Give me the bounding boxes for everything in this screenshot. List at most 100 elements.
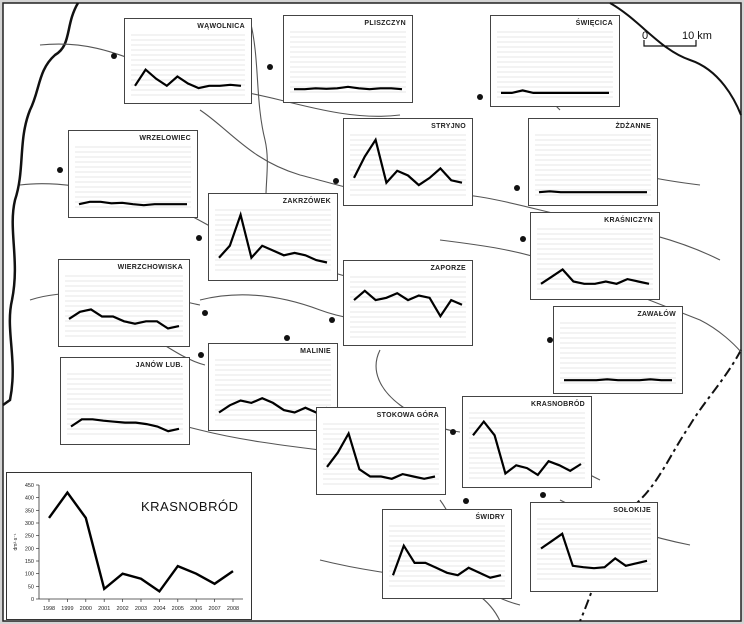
station-chart-solokije: SOŁOKIJE [530, 502, 658, 592]
area-boundary [2, 2, 80, 407]
station-title: STOKOWA GÓRA [376, 412, 439, 419]
station-title: KRAŚNICZYN [604, 217, 653, 224]
station-title: STRYJNO [431, 123, 466, 130]
station-title: WRZELOWIEC [139, 135, 191, 142]
station-title: MALINIE [300, 348, 331, 355]
x-tick-label: 2000 [80, 606, 92, 612]
scale-bar: 0 10 km [636, 28, 716, 58]
series-line [501, 89, 609, 95]
inset-chart: 0 50 100 150 200 250 300 350 400 450 1998 1999 2000 2… [6, 472, 252, 620]
station-chart-krasniczyn: KRAŚNICZYN [530, 212, 660, 300]
series-line [68, 308, 180, 330]
y-axis-label: dm³·s⁻¹ [13, 533, 19, 550]
series-line [540, 268, 650, 285]
series-line [391, 543, 502, 579]
station-chart-zawalow: ZAWAŁÓW [553, 306, 683, 394]
station-title: SOŁOKIJE [613, 507, 651, 514]
sparkline [215, 359, 331, 421]
series-line [538, 190, 647, 194]
series-line [294, 85, 403, 91]
y-tick-label: 450 [25, 483, 34, 489]
y-tick-label: 200 [25, 546, 34, 552]
x-tick-label: 2004 [153, 606, 165, 612]
x-tick-label: 2001 [98, 606, 110, 612]
station-chart-janow: JANÓW LUB. [60, 357, 190, 445]
inset-chart-title: KRASNOBRÓD [141, 499, 239, 514]
sparkline [537, 228, 653, 290]
sparkline [215, 209, 331, 271]
station-chart-zaporze: ZAPORZE [343, 260, 473, 346]
station-title: ŚWIĘCICA [575, 20, 613, 27]
x-tick-label: 2008 [227, 606, 239, 612]
y-tick-label: 400 [25, 496, 34, 502]
station-chart-pliszczyn: PLISZCZYN [283, 15, 413, 103]
station-title: ŚWIDRY [475, 514, 505, 521]
station-chart-swidry: ŚWIDRY [382, 509, 512, 599]
y-tick-label: 150 [25, 559, 34, 565]
station-title: ZAKRZÓWEK [282, 198, 331, 205]
x-tick-label: 1998 [43, 606, 55, 612]
series-line [48, 490, 234, 594]
series-line [353, 289, 463, 319]
sparkline [350, 276, 466, 338]
y-tick-label: 250 [25, 534, 34, 540]
sparkline [560, 322, 676, 384]
scale-bar-line [643, 40, 697, 47]
station-chart-stokowagora: STOKOWA GÓRA [316, 407, 446, 495]
sparkline [75, 146, 191, 208]
series-line [353, 137, 463, 187]
station-chart-wierzchowiska: WIERZCHOWISKA [58, 259, 190, 347]
x-tick-label: 2007 [208, 606, 220, 612]
station-title: JANÓW LUB. [135, 362, 183, 369]
station-title: ŻDŻANNE [615, 123, 651, 130]
station-title: ZAWAŁÓW [637, 311, 676, 318]
station-title: PLISZCZYN [364, 20, 406, 27]
y-tick-label: 300 [25, 521, 34, 527]
sparkline [323, 423, 439, 485]
sparkline [65, 275, 183, 337]
x-tick-label: 2003 [135, 606, 147, 612]
series-line [564, 378, 672, 382]
scale-end-label: 10 km [682, 30, 712, 42]
y-tick-label: 350 [25, 508, 34, 514]
station-chart-krasnobrod: KRASNOBRÓD [462, 396, 592, 488]
scale-start-label: 0 [642, 30, 649, 42]
station-title: KRASNOBRÓD [531, 401, 585, 408]
sparkline [469, 412, 585, 479]
sparkline [535, 134, 651, 196]
station-chart-zdzanne: ŻDŻANNE [528, 118, 658, 206]
station-chart-swiecica: ŚWIĘCICA [490, 15, 620, 107]
sparkline [389, 525, 505, 587]
series-line [326, 430, 436, 480]
station-title: WIERZCHOWISKA [117, 264, 183, 271]
sparkline [131, 34, 245, 96]
sparkline [497, 31, 613, 98]
sparkline [290, 31, 406, 93]
series-line [218, 210, 328, 264]
gauge-points [57, 53, 553, 504]
station-title: WĄWOLNICA [197, 23, 245, 30]
station-chart-zakrzowek: ZAKRZÓWEK [208, 193, 338, 281]
y-tick-label: 100 [25, 572, 34, 578]
area-boundary-east [609, 2, 742, 116]
station-chart-stryjno: STRYJNO [343, 118, 473, 206]
series-line [218, 397, 328, 414]
x-tick-label: 2002 [116, 606, 128, 612]
y-tick-label: 50 [28, 584, 34, 590]
y-tick-label: 0 [31, 597, 34, 603]
inset-chart-plot: 0 50 100 150 200 250 300 350 400 450 1998 1999 2000 2… [13, 483, 243, 612]
series-line [134, 67, 242, 90]
station-title: ZAPORZE [430, 265, 466, 272]
series-line [472, 419, 582, 477]
series-line [78, 200, 187, 207]
station-chart-wawolnica: WĄWOLNICA [124, 18, 252, 104]
sparkline [537, 518, 651, 580]
sparkline [67, 373, 183, 435]
sparkline [350, 134, 466, 196]
x-tick-label: 2006 [190, 606, 202, 612]
series-line [70, 418, 180, 433]
x-tick-label: 2005 [172, 606, 184, 612]
station-chart-wrzelowiec: WRZELOWIEC [68, 130, 198, 218]
series-line [540, 532, 648, 570]
